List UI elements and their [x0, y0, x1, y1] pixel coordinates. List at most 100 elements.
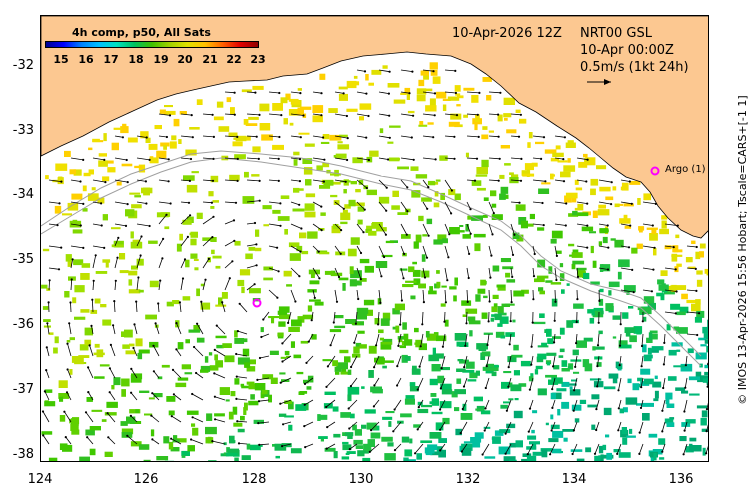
sst-patch — [333, 433, 341, 438]
sst-patch — [500, 186, 509, 194]
current-vector-head — [544, 180, 547, 183]
sst-patch — [369, 150, 379, 157]
current-vector-head — [551, 388, 554, 391]
current-vector-head — [610, 181, 613, 184]
sst-patch — [41, 284, 48, 289]
sst-patch — [545, 422, 549, 426]
sst-patch — [529, 441, 540, 445]
current-vector — [64, 411, 72, 423]
current-vector-head — [211, 440, 214, 443]
sst-patch — [280, 97, 288, 104]
current-vector-head — [461, 407, 464, 411]
current-vector-head — [150, 414, 153, 417]
sst-patch — [550, 157, 560, 162]
current-vector — [488, 113, 499, 115]
sst-patch — [380, 318, 390, 326]
current-vector-head — [43, 390, 46, 393]
current-vector-head — [65, 391, 69, 394]
current-vector — [202, 236, 213, 247]
sst-patch — [457, 359, 464, 362]
sst-patch — [381, 341, 393, 345]
current-vector — [158, 179, 169, 182]
current-vector — [92, 201, 102, 204]
sst-patch — [348, 199, 356, 207]
sst-patch — [688, 266, 696, 269]
sst-patch — [621, 182, 629, 191]
current-vector — [312, 267, 320, 279]
sst-patch — [437, 234, 447, 240]
sst-patch — [283, 118, 288, 125]
current-vector — [418, 399, 424, 408]
current-vector-head — [126, 181, 129, 184]
sst-patch — [413, 424, 421, 428]
sst-patch — [688, 376, 700, 381]
sst-patch — [552, 152, 564, 157]
current-vector — [280, 377, 292, 384]
sst-patch — [67, 202, 79, 211]
sst-patch — [42, 248, 50, 252]
current-vector — [257, 377, 270, 381]
sst-patch — [696, 310, 705, 318]
current-vector — [224, 157, 238, 160]
sst-patch — [503, 113, 512, 118]
sst-patch — [451, 391, 458, 398]
current-vector-head — [68, 322, 71, 325]
sst-patch — [676, 311, 686, 316]
current-vector — [421, 311, 424, 325]
current-vector-head — [469, 208, 472, 211]
current-vector-head — [236, 330, 239, 333]
sst-patch — [643, 296, 655, 304]
sst-patch — [288, 242, 300, 248]
sst-patch — [202, 237, 214, 241]
sst-patch — [368, 82, 374, 86]
sst-patch — [638, 226, 645, 231]
sst-patch — [243, 119, 249, 125]
sst-patch — [160, 142, 170, 147]
sst-patch — [551, 377, 563, 384]
current-vector — [224, 278, 231, 291]
sst-patch — [619, 461, 624, 462]
sst-patch — [590, 178, 599, 186]
sst-patch — [324, 270, 334, 275]
current-vector-head — [340, 229, 343, 232]
sst-patch — [176, 438, 187, 443]
current-vector-head — [640, 386, 643, 389]
current-vector-head — [236, 157, 239, 160]
sst-patch — [120, 126, 129, 134]
current-vector — [246, 264, 257, 269]
current-vector — [48, 201, 60, 204]
sst-patch — [476, 187, 486, 191]
sst-patch — [654, 375, 658, 380]
current-vector — [290, 135, 301, 138]
current-vector-head — [41, 410, 45, 413]
current-vector-head — [441, 345, 444, 348]
sst-patch — [366, 449, 372, 452]
current-vector — [417, 377, 424, 390]
current-vector-head — [596, 385, 599, 388]
current-vector — [356, 157, 369, 161]
current-vector-head — [513, 233, 516, 236]
current-vector — [420, 333, 424, 347]
sst-patch — [550, 424, 560, 430]
sst-patch — [440, 303, 446, 307]
sst-patch — [603, 386, 616, 390]
current-vector-head — [298, 203, 301, 206]
current-vector — [532, 179, 546, 182]
current-vector-head — [170, 415, 173, 418]
sst-patch — [171, 135, 177, 141]
sst-patch — [92, 138, 100, 143]
sst-patch — [99, 364, 110, 367]
sst-patch — [72, 297, 77, 304]
colorbar-tick: 21 — [202, 53, 218, 66]
sst-patch — [298, 132, 310, 135]
sst-patch — [503, 371, 512, 374]
sst-patch — [463, 87, 475, 91]
sst-patch — [250, 444, 261, 451]
sst-patch — [405, 280, 417, 283]
sst-patch — [388, 421, 392, 427]
sst-patch — [357, 330, 365, 334]
current-vector-head — [238, 302, 241, 305]
sst-patch — [335, 371, 340, 375]
current-vector — [686, 311, 700, 314]
sst-patch — [130, 231, 134, 239]
